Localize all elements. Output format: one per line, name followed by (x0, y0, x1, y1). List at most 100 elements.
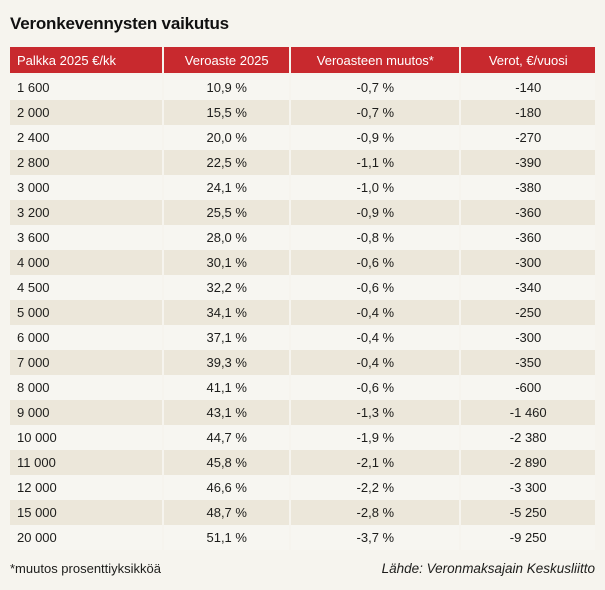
tax-rate-cell: 20,0 % (163, 125, 292, 150)
rate-change-cell: -2,8 % (290, 500, 462, 525)
salary-cell: 9 000 (10, 400, 165, 425)
salary-cell: 12 000 (10, 475, 165, 500)
salary-cell: 4 500 (10, 275, 165, 300)
table-row: 2 400 20,0 % -0,9 % -270 (10, 125, 595, 150)
taxes-cell: -350 (515, 355, 542, 370)
taxes-cell: -3 300 (509, 480, 547, 495)
tax-rate-cell: 32,2 % (163, 275, 292, 300)
salary-cell: 7 000 (10, 350, 165, 375)
rate-change-cell: -0,9 % (290, 125, 462, 150)
table-row: 4 000 30,1 % -0,6 % -300 (10, 250, 595, 275)
salary-cell: 3 200 (10, 200, 165, 225)
rate-change-cell: -0,7 % (290, 100, 462, 125)
taxes-cell: -360 (515, 230, 542, 245)
tax-rate-cell: 24,1 % (163, 175, 292, 200)
column-header: Verot, €/vuosi (460, 47, 595, 75)
taxes-cell: -9 250 (509, 530, 547, 545)
tax-rate-cell: 51,1 % (163, 525, 292, 550)
salary-cell: 1 600 (10, 74, 165, 100)
tax-rate-cell: 45,8 % (163, 450, 292, 475)
salary-cell: 15 000 (10, 500, 165, 525)
table-row: 10 000 44,7 % -1,9 % -2 380 (10, 425, 595, 450)
tax-rate-cell: 28,0 % (163, 225, 292, 250)
rate-change-cell: -0,6 % (290, 250, 462, 275)
table-row: 7 000 39,3 % -0,4 % -350 (10, 350, 595, 375)
rate-change-cell: -0,7 % (290, 74, 462, 100)
rate-change-cell: -0,6 % (290, 375, 462, 400)
table-row: 2 000 15,5 % -0,7 % -180 (10, 100, 595, 125)
taxes-cell: -390 (515, 155, 542, 170)
salary-cell: 6 000 (10, 325, 165, 350)
table-header-row: Palkka 2025 €/kk Veroaste 2025 Veroasteen … (10, 47, 595, 75)
salary-cell: 4 000 (10, 250, 165, 275)
table-row: 3 000 24,1 % -1,0 % -380 (10, 175, 595, 200)
table-row: 5 000 34,1 % -0,4 % -250 (10, 300, 595, 325)
table-row: 3 200 25,5 % -0,9 % -360 (10, 200, 595, 225)
salary-cell: 3 000 (10, 175, 165, 200)
tax-rate-cell: 39,3 % (163, 350, 292, 375)
rate-change-cell: -0,9 % (290, 200, 462, 225)
table-row: 11 000 45,8 % -2,1 % -2 890 (10, 450, 595, 475)
taxes-cell: -270 (515, 130, 542, 145)
salary-cell: 2 000 (10, 100, 165, 125)
taxes-cell: -380 (515, 180, 542, 195)
table-row: 15 000 48,7 % -2,8 % -5 250 (10, 500, 595, 525)
rate-change-cell: -1,0 % (290, 175, 462, 200)
taxes-cell: -300 (515, 330, 542, 345)
tax-table: Palkka 2025 €/kk Veroaste 2025 Veroasteen … (10, 47, 595, 550)
taxes-cell: -1 460 (509, 405, 547, 420)
infographic: Veronkevennysten vaikutus Palkka 2025 €/… (10, 14, 595, 576)
taxes-cell: -180 (515, 105, 542, 120)
taxes-cell: -600 (515, 380, 542, 395)
salary-cell: 20 000 (10, 525, 165, 550)
taxes-cell: -140 (515, 80, 542, 95)
tax-rate-cell: 43,1 % (163, 400, 292, 425)
tax-rate-cell: 22,5 % (163, 150, 292, 175)
rate-change-cell: -0,4 % (290, 300, 462, 325)
table-row: 6 000 37,1 % -0,4 % -300 (10, 325, 595, 350)
salary-cell: 3 600 (10, 225, 165, 250)
table-row: 12 000 46,6 % -2,2 % -3 300 (10, 475, 595, 500)
tax-rate-cell: 37,1 % (163, 325, 292, 350)
taxes-cell: -300 (515, 255, 542, 270)
rate-change-cell: -1,9 % (290, 425, 462, 450)
rate-change-cell: -0,4 % (290, 325, 462, 350)
table-footer: *muutos prosenttiyksikköä Lähde: Veronma… (10, 561, 595, 576)
salary-cell: 10 000 (10, 425, 165, 450)
tax-rate-cell: 41,1 % (163, 375, 292, 400)
page-title: Veronkevennysten vaikutus (10, 14, 229, 33)
tax-rate-cell: 30,1 % (163, 250, 292, 275)
salary-cell: 11 000 (10, 450, 165, 475)
source-credit: Lähde: Veronmaksajain Keskusliitto (381, 561, 595, 576)
taxes-cell: -2 380 (509, 430, 547, 445)
salary-cell: 2 400 (10, 125, 165, 150)
column-header: Veroaste 2025 (163, 47, 292, 75)
rate-change-cell: -0,6 % (290, 275, 462, 300)
taxes-cell: -250 (515, 305, 542, 320)
tax-rate-cell: 48,7 % (163, 500, 292, 525)
rate-change-cell: -2,1 % (290, 450, 462, 475)
column-header: Palkka 2025 €/kk (10, 47, 165, 75)
taxes-cell: -360 (515, 205, 542, 220)
rate-change-cell: -1,3 % (290, 400, 462, 425)
tax-rate-cell: 25,5 % (163, 200, 292, 225)
table-row: 1 600 10,9 % -0,7 % -140 (10, 74, 595, 100)
table-row: 3 600 28,0 % -0,8 % -360 (10, 225, 595, 250)
rate-change-cell: -0,4 % (290, 350, 462, 375)
salary-cell: 2 800 (10, 150, 165, 175)
rate-change-cell: -2,2 % (290, 475, 462, 500)
taxes-cell: -2 890 (509, 455, 547, 470)
table-row: 4 500 32,2 % -0,6 % -340 (10, 275, 595, 300)
table-row: 8 000 41,1 % -0,6 % -600 (10, 375, 595, 400)
tax-rate-cell: 34,1 % (163, 300, 292, 325)
column-header: Veroasteen muutos* (290, 47, 462, 75)
footnote: *muutos prosenttiyksikköä (10, 561, 162, 576)
table-row: 9 000 43,1 % -1,3 % -1 460 (10, 400, 595, 425)
salary-cell: 8 000 (10, 375, 165, 400)
rate-change-cell: -3,7 % (290, 525, 462, 550)
salary-cell: 5 000 (10, 300, 165, 325)
tax-rate-cell: 44,7 % (163, 425, 292, 450)
tax-rate-cell: 15,5 % (163, 100, 292, 125)
taxes-cell: -340 (515, 280, 542, 295)
table-body: 1 600 10,9 % -0,7 % -140 2 000 15,5 % -0,7 % -1… (10, 74, 595, 550)
